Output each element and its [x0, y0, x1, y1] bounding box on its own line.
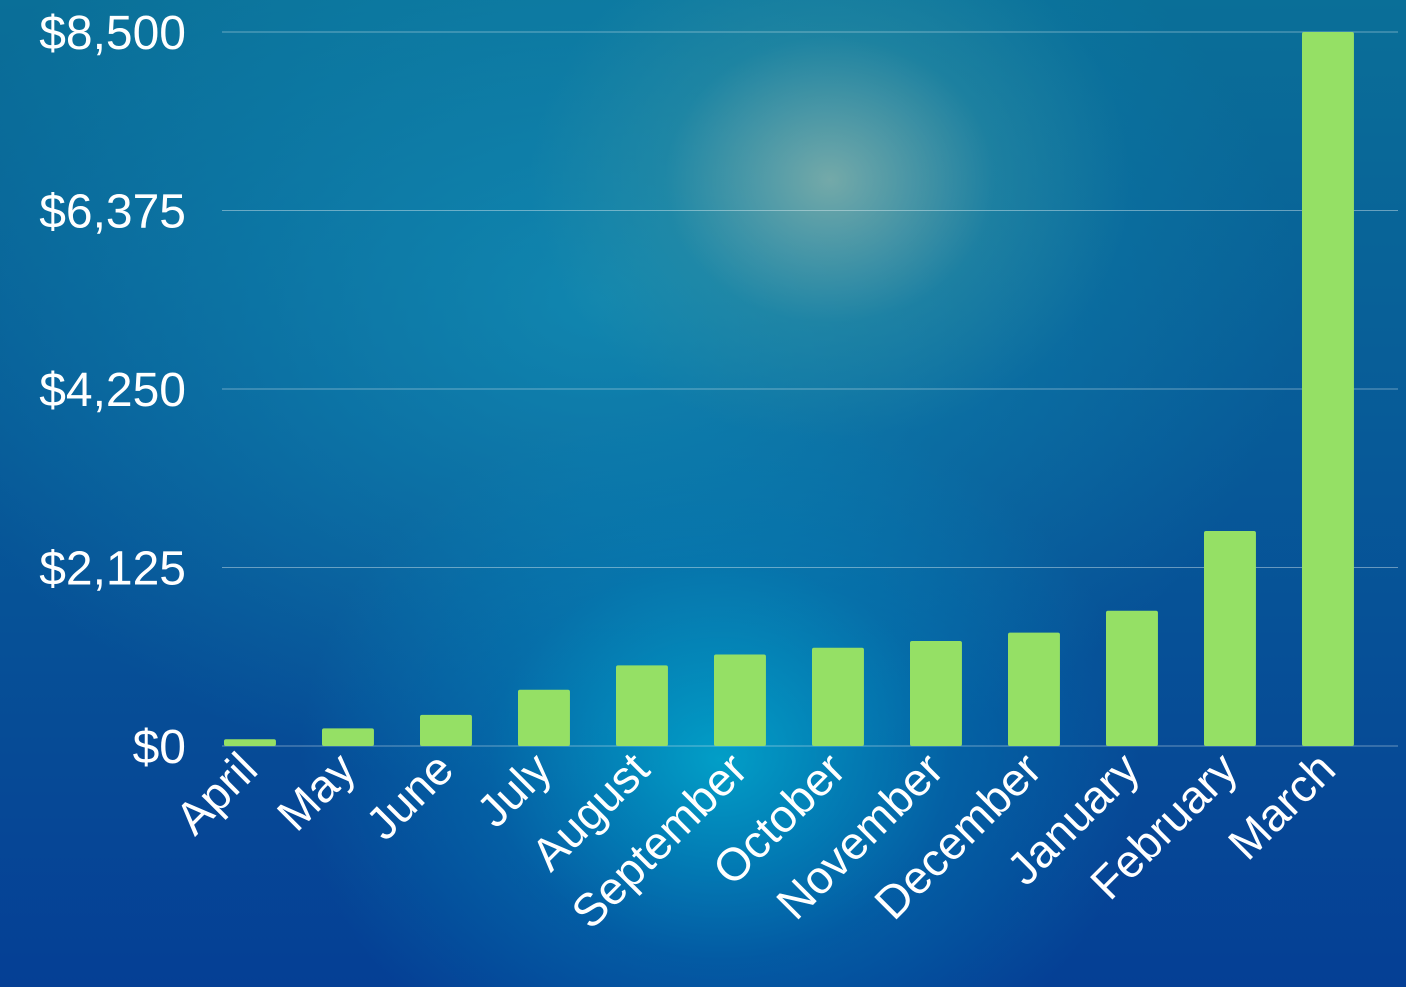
bar-may [322, 728, 374, 746]
x-tick-label: March [1218, 742, 1345, 869]
y-tick-label: $6,375 [39, 186, 186, 239]
y-tick-label: $2,125 [39, 543, 186, 596]
x-tick-label: May [267, 742, 365, 840]
x-tick-label: June [356, 742, 463, 849]
bar-march [1302, 32, 1354, 746]
bar-august [616, 665, 668, 746]
bars [224, 32, 1354, 746]
y-axis-ticks: $0 $2,125 $4,250 $6,375 $8,500 [39, 7, 186, 774]
bar-december [1008, 632, 1060, 746]
y-tick-label: $4,250 [39, 364, 186, 417]
y-tick-label: $8,500 [39, 7, 186, 60]
bar-september [714, 654, 766, 746]
bar-april [224, 739, 276, 746]
bar-november [910, 641, 962, 746]
bar-february [1204, 530, 1256, 746]
bar-october [812, 647, 864, 746]
bar-july [518, 689, 570, 746]
gridlines [222, 31, 1398, 747]
y-tick-label: $0 [133, 721, 186, 774]
bar-january [1106, 610, 1158, 746]
bar-june [420, 714, 472, 746]
